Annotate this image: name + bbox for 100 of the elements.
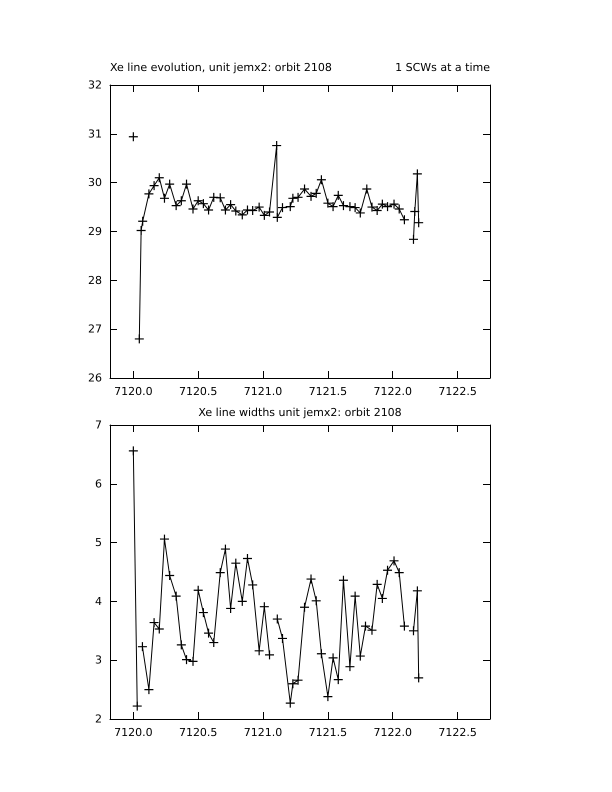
point: [372, 579, 382, 590]
chart-title: Xe line widths unit jemx2: orbit 2108: [198, 406, 402, 419]
x-tick-label: 7122.0: [373, 726, 412, 739]
point: [285, 201, 296, 212]
point: [272, 212, 282, 222]
point: [181, 179, 192, 190]
point: [277, 202, 288, 213]
point: [215, 567, 226, 578]
point: [159, 193, 170, 204]
point: [164, 570, 175, 581]
point: [208, 192, 219, 202]
y-tick-label: 27: [88, 322, 102, 336]
point: [259, 602, 270, 612]
point: [408, 626, 419, 636]
point: [148, 180, 160, 191]
point: [272, 614, 282, 624]
point: [220, 204, 231, 216]
point: [144, 188, 154, 199]
x-tick-label: 7120.5: [178, 385, 218, 398]
point: [316, 648, 326, 659]
point: [230, 558, 241, 568]
point: [333, 674, 344, 685]
point: [382, 565, 393, 576]
point: [181, 654, 192, 665]
point: [136, 225, 146, 236]
point: [198, 607, 208, 618]
x-tick-label: 7121.5: [308, 726, 348, 739]
point: [333, 190, 344, 200]
point: [306, 574, 316, 584]
point: [137, 642, 148, 652]
point: [299, 184, 310, 194]
point: [164, 179, 175, 190]
y-tick-label: 4: [95, 594, 102, 608]
point: [132, 700, 142, 712]
point: [285, 698, 296, 708]
y-tick-label: 7: [95, 418, 102, 432]
point: [299, 602, 310, 612]
point: [248, 205, 258, 216]
point: [128, 132, 138, 142]
point: [399, 214, 410, 225]
x-tick-label: 7121.5: [308, 385, 348, 398]
point: [242, 204, 253, 216]
point: [292, 675, 304, 686]
x-tick-label: 7122.5: [438, 385, 477, 398]
point: [134, 334, 144, 344]
point: [311, 596, 322, 606]
point: [338, 200, 349, 211]
x-tick-label: 7122.0: [373, 385, 412, 398]
point: [171, 591, 182, 602]
y-tick-label: 30: [88, 176, 102, 190]
point: [399, 620, 410, 632]
point: [292, 192, 304, 202]
point: [322, 692, 333, 702]
point: [350, 591, 360, 602]
point: [344, 662, 356, 672]
point: [388, 556, 400, 566]
point: [176, 196, 186, 206]
point: [248, 580, 258, 590]
point: [159, 534, 170, 544]
point: [311, 188, 322, 199]
y-tick-label: 32: [88, 78, 102, 92]
point: [128, 446, 138, 456]
x-tick-label: 7122.5: [438, 726, 477, 739]
point: [154, 172, 164, 183]
point: [328, 652, 338, 663]
point: [288, 193, 298, 204]
point: [394, 567, 404, 578]
point: [138, 216, 148, 226]
point: [254, 202, 264, 212]
x-tick-label: 7121.0: [244, 726, 282, 739]
point: [176, 640, 186, 650]
point: [316, 174, 326, 185]
y-tick-label: 26: [88, 372, 102, 384]
point: [237, 596, 248, 606]
point: [362, 184, 372, 194]
x-tick-label: 7120.5: [178, 726, 218, 739]
x-tick-label: 7121.0: [244, 385, 282, 398]
point: [377, 593, 388, 604]
y-tick-label: 31: [88, 127, 102, 140]
text: 1 SCWs at a time: [395, 61, 490, 74]
point: [171, 200, 182, 211]
y-tick-label: 2: [95, 712, 102, 726]
x-tick-label: 7120.0: [114, 385, 153, 398]
point: [408, 234, 419, 244]
point: [272, 140, 282, 151]
point: [193, 585, 204, 596]
point: [264, 206, 275, 218]
chart-title: Xe line evolution, unit jemx2: orbit 2108: [110, 61, 332, 74]
point: [355, 650, 366, 662]
point: [277, 633, 288, 644]
y-tick-label: 6: [95, 477, 102, 490]
point: [412, 586, 422, 596]
point: [414, 672, 424, 683]
y-tick-label: 29: [88, 225, 102, 238]
x-tick-label: 7120.0: [114, 726, 153, 739]
point: [188, 204, 198, 214]
point: [208, 637, 219, 648]
y-tick-label: 28: [88, 274, 102, 287]
y-tick-label: 5: [95, 536, 102, 550]
y-tick-label: 3: [95, 654, 102, 667]
